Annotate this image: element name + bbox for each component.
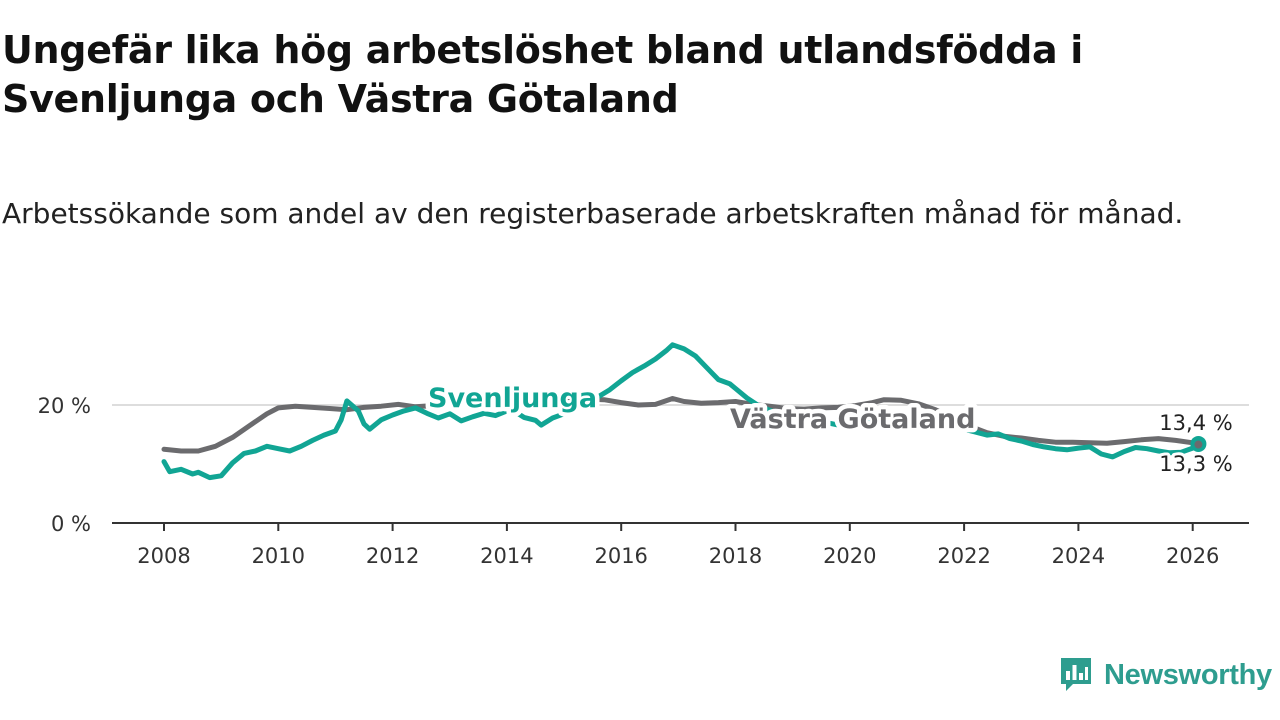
series-line-v-stra-g-taland <box>161 394 1201 454</box>
line-chart: 0 % 20 % 2008 2010 2012 2014 2016 2018 2020 2022 2… <box>38 342 1249 568</box>
brand: Newsworthy <box>1058 654 1272 696</box>
x-tick-label: 2010 <box>252 544 305 568</box>
x-tick-label: 2024 <box>1052 544 1105 568</box>
end-value-label-svenljunga: 13,4 % <box>1159 411 1232 435</box>
chart-subtitle: Arbetssökande som andel av den registerb… <box>2 197 1184 230</box>
end-value-label-vastra-gotaland: 13,3 % <box>1159 452 1232 476</box>
end-marker-vastra-gotaland <box>1194 440 1203 449</box>
x-tick-label: 2016 <box>594 544 647 568</box>
series-line-svenljunga <box>161 342 1201 481</box>
series-label-svenljunga: Svenljunga <box>428 383 597 414</box>
x-tick-label: 2026 <box>1166 544 1219 568</box>
x-tick-label: 2018 <box>709 544 762 568</box>
y-tick-label: 0 % <box>51 512 91 536</box>
x-tick-label: 2022 <box>937 544 990 568</box>
x-tick-label: 2020 <box>823 544 876 568</box>
x-tick-label: 2008 <box>137 544 190 568</box>
chart-title: Ungefär lika hög arbetslöshet bland utla… <box>2 28 1083 121</box>
y-tick-label: 20 % <box>38 394 91 418</box>
newsworthy-logo-icon <box>1061 658 1091 691</box>
x-tick-label: 2014 <box>480 544 533 568</box>
x-tick-label: 2012 <box>366 544 419 568</box>
brand-name: Newsworthy <box>1104 658 1272 691</box>
series-label-vastra-gotaland: Västra Götaland <box>730 404 975 435</box>
